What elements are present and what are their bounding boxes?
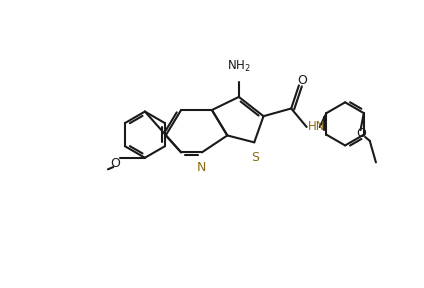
Text: N: N [196,161,206,174]
Text: S: S [251,151,259,164]
Text: O: O [111,157,120,170]
Text: HN: HN [307,120,325,133]
Text: NH$_2$: NH$_2$ [227,59,251,74]
Text: O: O [356,127,366,140]
Text: O: O [297,74,307,87]
